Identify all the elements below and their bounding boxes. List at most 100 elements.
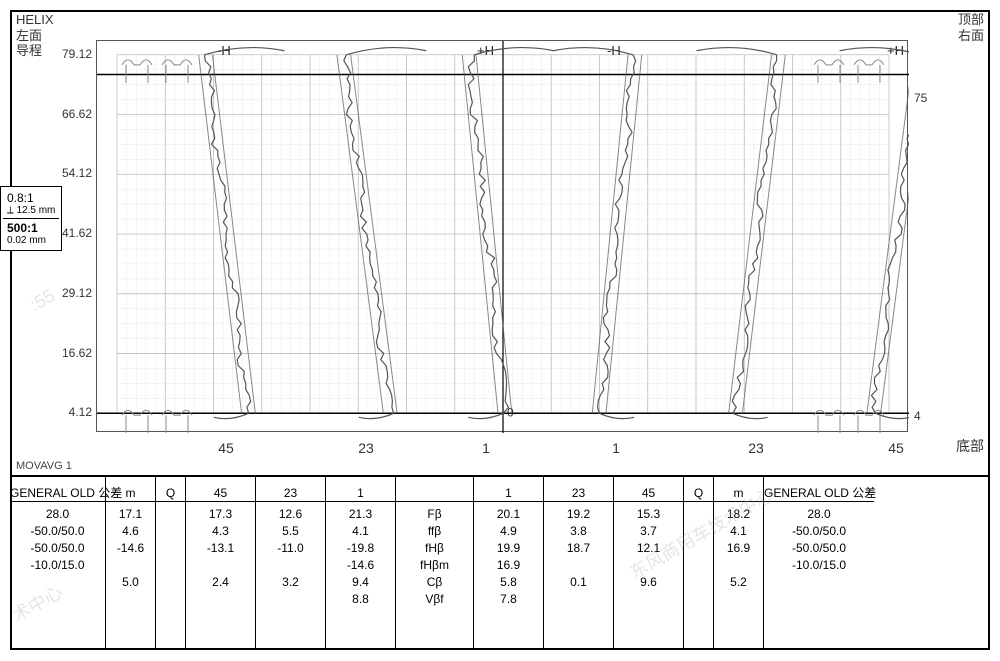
- table-cell: [156, 574, 185, 591]
- y-tick-label: 29.12: [50, 286, 92, 300]
- table-cell: 5.5: [256, 523, 325, 540]
- plot-right-label: 4: [914, 409, 921, 423]
- table-cell: -50.0/50.0: [10, 540, 105, 557]
- table-cell: [106, 557, 155, 574]
- table-cell: 5.0: [106, 574, 155, 591]
- table-cell: -14.6: [326, 557, 395, 574]
- table-header: 23: [544, 485, 613, 502]
- table-col: Q: [156, 477, 186, 649]
- table-header: [396, 485, 473, 502]
- helix-label: HELIX: [16, 12, 54, 28]
- table-col: Q: [684, 477, 714, 649]
- table-cell: 16.9: [714, 540, 763, 557]
- table-cell: 4.6: [106, 523, 155, 540]
- x-tick-label: 1: [482, 440, 490, 456]
- table-cell: [684, 523, 713, 540]
- table-cell: [684, 574, 713, 591]
- header-top-right: 顶部 右面: [958, 12, 984, 43]
- table-cell: [256, 557, 325, 574]
- table-cell: -14.6: [106, 540, 155, 557]
- table-cell: 9.6: [614, 574, 683, 591]
- table-cell: [186, 591, 255, 608]
- table-cell: -50.0/50.0: [764, 540, 874, 557]
- table-col: 4515.33.712.19.6: [614, 477, 684, 649]
- table-cell: 8.8: [326, 591, 395, 608]
- table-col: 4517.34.3-13.12.4: [186, 477, 256, 649]
- table-col: GENERAL OLD 公差28.0-50.0/50.0-50.0/50.0-1…: [764, 477, 874, 649]
- x-tick-label: 23: [748, 440, 764, 456]
- plot-svg: 0-H+H-H+H: [97, 41, 909, 433]
- table-cell: -50.0/50.0: [764, 523, 874, 540]
- table-cell: 17.1: [106, 506, 155, 523]
- table-cell: Vβf: [396, 591, 473, 608]
- table-header: GENERAL OLD 公差: [10, 485, 105, 502]
- table-cell: 19.9: [474, 540, 543, 557]
- table-header: 45: [614, 485, 683, 502]
- table-header: 23: [256, 485, 325, 502]
- table-cell: Cβ: [396, 574, 473, 591]
- table-cell: -13.1: [186, 540, 255, 557]
- table-header: GENERAL OLD 公差: [764, 485, 874, 502]
- table-header: Q: [156, 485, 185, 502]
- table-header: 1: [474, 485, 543, 502]
- table-cell: -50.0/50.0: [10, 523, 105, 540]
- table-cell: 4.1: [326, 523, 395, 540]
- table-col: 2319.23.818.70.1: [544, 477, 614, 649]
- table-cell: 15.3: [614, 506, 683, 523]
- right-face-label: 右面: [958, 28, 984, 44]
- table-cell: 12.6: [256, 506, 325, 523]
- table-cell: 7.8: [474, 591, 543, 608]
- table-cell: 18.7: [544, 540, 613, 557]
- table-cell: [684, 540, 713, 557]
- table-cell: fHβm: [396, 557, 473, 574]
- table-cell: [156, 506, 185, 523]
- table-cell: 18.2: [714, 506, 763, 523]
- table-cell: 4.3: [186, 523, 255, 540]
- y-tick-label: 54.12: [50, 166, 92, 180]
- table-cell: -10.0/15.0: [764, 557, 874, 574]
- table-col: 1 20.14.919.916.95.87.8: [474, 477, 544, 649]
- table-header: m: [714, 485, 763, 502]
- table-cell: 2.4: [186, 574, 255, 591]
- table-cell: 3.7: [614, 523, 683, 540]
- table-cell: [544, 591, 613, 608]
- y-tick-label: 16.62: [50, 346, 92, 360]
- table-col: 2312.65.5-11.03.2: [256, 477, 326, 649]
- table-cell: 5.8: [474, 574, 543, 591]
- y-tick-label: 66.62: [50, 107, 92, 121]
- table-cell: 4.1: [714, 523, 763, 540]
- scale1-ratio: 0.8:1: [7, 191, 55, 205]
- table-cell: [684, 557, 713, 574]
- x-tick-label: 45: [218, 440, 234, 456]
- table-cell: 28.0: [764, 506, 874, 523]
- table-cell: [156, 523, 185, 540]
- x-tick-label: 1: [612, 440, 620, 456]
- table-cell: 19.2: [544, 506, 613, 523]
- plot-right-label: 75: [914, 91, 927, 105]
- y-tick-label: 41.62: [50, 226, 92, 240]
- x-tick-label: 45: [888, 440, 904, 456]
- table-cell: 4.9: [474, 523, 543, 540]
- table-cell: [156, 540, 185, 557]
- table-col: m 17.14.6-14.6 5.0: [106, 477, 156, 649]
- left-face-label: 左面: [16, 28, 54, 44]
- table-cell: 20.1: [474, 506, 543, 523]
- table-cell: 3.2: [256, 574, 325, 591]
- top-label: 顶部: [958, 12, 984, 28]
- y-tick-label: 79.12: [50, 47, 92, 61]
- scale-legend: 0.8:1 ⟂ 12.5 mm 500:1 0.02 mm: [0, 186, 62, 251]
- table-cell: 9.4: [326, 574, 395, 591]
- table-header: 45: [186, 485, 255, 502]
- table-cell: [714, 557, 763, 574]
- table-col: 121.34.1-19.8-14.69.48.8: [326, 477, 396, 649]
- table-col: GENERAL OLD 公差28.0-50.0/50.0-50.0/50.0-1…: [10, 477, 106, 649]
- scale2-ratio: 500:1: [7, 221, 55, 235]
- table-cell: 3.8: [544, 523, 613, 540]
- table-cell: 21.3: [326, 506, 395, 523]
- table-header: m: [106, 485, 155, 502]
- table-cell: 28.0: [10, 506, 105, 523]
- table-cell: -10.0/15.0: [10, 557, 105, 574]
- table-cell: 16.9: [474, 557, 543, 574]
- table-cell: Fβ: [396, 506, 473, 523]
- table-header: Q: [684, 485, 713, 502]
